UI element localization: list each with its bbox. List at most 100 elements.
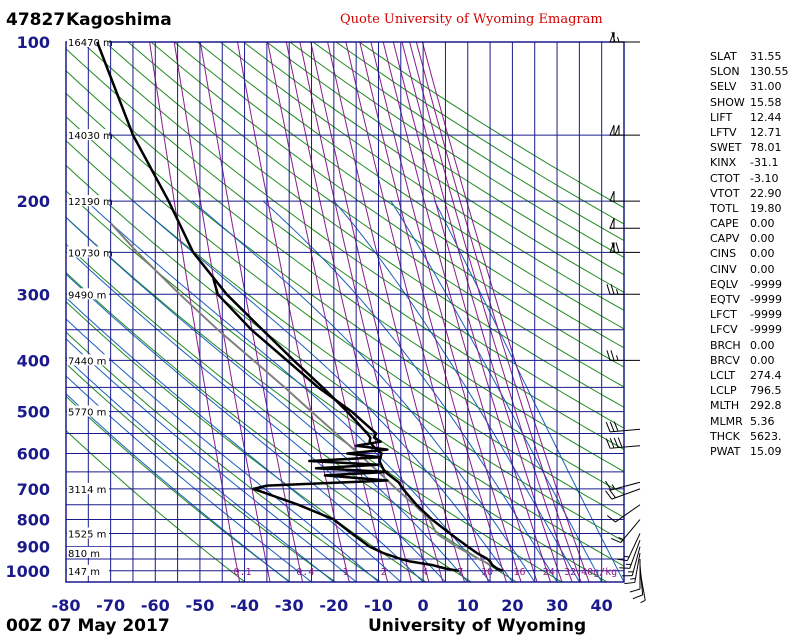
index-key: SHOW bbox=[710, 95, 745, 109]
mixing-ratio-label: 24 bbox=[543, 567, 555, 578]
index-key: BRCV bbox=[710, 353, 740, 367]
dry-adiabat bbox=[104, 42, 624, 408]
index-value: -9999 bbox=[750, 293, 782, 306]
wind-barb bbox=[609, 124, 640, 136]
moist-adiabat bbox=[390, 200, 603, 582]
index-row-mlth: MLTH 292.8 bbox=[710, 398, 800, 413]
moist-adiabat bbox=[66, 247, 446, 582]
x-tick-label: 20 bbox=[501, 596, 523, 615]
barb-full bbox=[605, 480, 612, 491]
moist-adiabat bbox=[66, 296, 402, 582]
y-tick-label: 200 bbox=[17, 192, 50, 211]
index-key: MLMR bbox=[710, 414, 743, 428]
y-tick-label: 800 bbox=[17, 511, 50, 530]
index-row-totl: TOTL 19.80 bbox=[710, 201, 800, 216]
index-row-cinv: CINV 0.00 bbox=[710, 262, 800, 277]
index-key: SELV bbox=[710, 80, 737, 94]
index-key: CAPV bbox=[710, 232, 740, 246]
barb-full bbox=[611, 31, 616, 43]
index-value: 5.36 bbox=[750, 414, 775, 428]
height-label: 9490 m bbox=[68, 290, 106, 301]
index-row-brcv: BRCV 0.00 bbox=[710, 353, 800, 368]
moist-adiabat bbox=[66, 375, 312, 582]
index-key: LIFT bbox=[710, 110, 733, 124]
barb-full bbox=[615, 242, 620, 253]
y-tick-label: 400 bbox=[17, 351, 50, 370]
barb-full bbox=[611, 242, 616, 253]
dry-adiabat bbox=[66, 243, 517, 582]
index-row-lfct: LFCT -9999 bbox=[710, 307, 800, 322]
height-label: 7440 m bbox=[68, 356, 106, 367]
mixing-ratio-line bbox=[392, 42, 551, 582]
mixing-ratio-line bbox=[401, 42, 563, 582]
dry-adiabat bbox=[66, 190, 608, 582]
index-value: 796.5 bbox=[750, 384, 782, 398]
barb-full bbox=[610, 537, 621, 543]
mixing-ratio-label: 40g/kg bbox=[581, 567, 617, 578]
height-label: 5770 m bbox=[68, 408, 106, 419]
dry-adiabat bbox=[150, 42, 624, 368]
dry-adiabat bbox=[266, 42, 624, 276]
moist-adiabat bbox=[66, 357, 335, 582]
x-tick-label: 10 bbox=[457, 596, 479, 615]
barb-full bbox=[610, 284, 615, 295]
index-value: 78.01 bbox=[750, 141, 782, 155]
wind-barb bbox=[609, 190, 640, 202]
index-row-lift: LIFT 12.44 bbox=[710, 110, 800, 125]
barb-full bbox=[619, 567, 630, 569]
wind-barb bbox=[606, 350, 640, 361]
barb-full bbox=[610, 350, 615, 361]
index-value: 130.55 bbox=[750, 65, 789, 79]
wind-barb bbox=[605, 421, 641, 433]
dry-adiabat bbox=[220, 42, 624, 311]
mixing-ratio-label: 2 bbox=[381, 567, 387, 578]
index-row-kinx: KINX -31.1 bbox=[710, 155, 800, 170]
barb-full bbox=[606, 350, 611, 361]
barb-staff bbox=[610, 428, 641, 433]
index-value: 12.44 bbox=[750, 110, 782, 124]
wind-barb bbox=[609, 218, 640, 229]
height-label: 810 m bbox=[68, 549, 100, 560]
index-value: 31.55 bbox=[750, 50, 782, 63]
background-lines bbox=[66, 42, 624, 582]
index-value: 274.4 bbox=[750, 368, 782, 382]
moist-adiabat bbox=[66, 273, 424, 582]
mixing-ratio-line bbox=[327, 42, 465, 582]
barb-full bbox=[605, 438, 611, 449]
index-key: MLTH bbox=[710, 399, 740, 413]
index-row-lclt: LCLT 274.4 bbox=[710, 368, 800, 383]
barb-full bbox=[606, 515, 616, 523]
barb-flag bbox=[609, 218, 615, 229]
index-key: VTOT bbox=[710, 186, 740, 200]
index-key: TOTL bbox=[710, 201, 739, 215]
mixing-ratio-label: 32 bbox=[564, 567, 576, 578]
index-value: -9999 bbox=[750, 277, 782, 291]
barb-full bbox=[613, 421, 619, 432]
index-key: BRCH bbox=[710, 338, 741, 352]
height-label: 10730 m bbox=[68, 248, 113, 259]
height-label: 3114 m bbox=[68, 485, 106, 496]
index-row-ctot: CTOT -3.10 bbox=[710, 171, 800, 186]
mixing-ratio-line bbox=[199, 42, 304, 582]
x-tick-label: -80 bbox=[52, 596, 81, 615]
index-value: 31.00 bbox=[750, 80, 782, 94]
height-label: 16470 m bbox=[68, 38, 113, 49]
barb-staff bbox=[634, 552, 641, 583]
temperature-line bbox=[96, 41, 504, 572]
index-value: 0.00 bbox=[750, 338, 775, 352]
x-tick-label: -20 bbox=[319, 596, 348, 615]
dewpoint-line bbox=[212, 278, 460, 573]
wind-barb bbox=[629, 559, 641, 593]
index-row-cins: CINS 0.00 bbox=[710, 246, 800, 261]
wind-barb bbox=[609, 31, 640, 43]
y-tick-label: 300 bbox=[17, 285, 50, 304]
barb-staff bbox=[610, 481, 641, 491]
barb-staff bbox=[611, 488, 641, 500]
barb-full bbox=[624, 581, 635, 585]
index-row-slon: SLON 130.55 bbox=[710, 64, 800, 79]
barb-full bbox=[629, 588, 641, 593]
height-labels: 16470 m 14030 m 12190 m 10730 m 9490 m 7440 m… bbox=[67, 36, 113, 578]
index-value: -31.1 bbox=[750, 156, 779, 170]
index-key: SLAT bbox=[710, 50, 737, 63]
